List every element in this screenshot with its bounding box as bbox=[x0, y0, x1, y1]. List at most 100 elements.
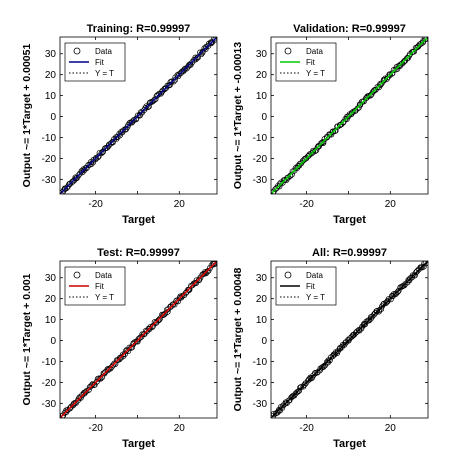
legend-data-marker bbox=[73, 271, 81, 279]
data-point bbox=[155, 317, 162, 324]
data-point bbox=[142, 104, 149, 111]
data-point bbox=[414, 268, 421, 275]
y-tick-label: 0 bbox=[50, 112, 56, 123]
data-point bbox=[356, 327, 363, 334]
legend-label-identity: Y = T bbox=[95, 69, 114, 78]
data-point bbox=[282, 399, 289, 406]
data-point bbox=[175, 298, 182, 305]
data-point bbox=[79, 169, 86, 176]
legend-data-marker bbox=[284, 47, 292, 55]
legend-label-data: Data bbox=[95, 271, 112, 280]
data-point bbox=[98, 150, 105, 157]
y-axis-label: Output ~= 1*Target + 0.00048 bbox=[232, 268, 244, 412]
data-point bbox=[205, 40, 212, 47]
data-point bbox=[208, 40, 215, 47]
data-point bbox=[112, 361, 119, 367]
data-point bbox=[97, 375, 104, 382]
plot-panel-4: -20 20 -30 -20 -10 0 10 20 30 All: R=0.99997 Targe… bbox=[232, 247, 429, 450]
data-point bbox=[173, 298, 180, 305]
data-point bbox=[295, 388, 302, 395]
legend: Data Fit Y = T bbox=[64, 266, 126, 306]
data-point bbox=[288, 394, 295, 401]
x-tick-label: -20 bbox=[299, 199, 314, 210]
data-point bbox=[101, 370, 108, 377]
y-tick-label: 10 bbox=[256, 91, 268, 102]
data-point bbox=[154, 92, 161, 99]
data-point bbox=[77, 394, 84, 401]
data-point bbox=[372, 310, 379, 317]
data-points bbox=[271, 261, 428, 418]
data-point bbox=[345, 336, 351, 343]
data-point bbox=[171, 77, 178, 84]
data-point bbox=[287, 172, 294, 179]
data-point bbox=[118, 354, 125, 361]
data-point bbox=[366, 317, 373, 324]
y-tick-label: -30 bbox=[42, 175, 57, 186]
fit-line bbox=[60, 37, 217, 194]
data-point bbox=[401, 282, 408, 289]
data-point bbox=[145, 103, 152, 110]
legend-label-data: Data bbox=[95, 47, 112, 56]
data-point bbox=[316, 143, 322, 150]
y-tick-label: 30 bbox=[45, 49, 57, 60]
y-tick-label: -20 bbox=[42, 154, 57, 165]
data-point bbox=[78, 168, 85, 175]
y-tick-label: -20 bbox=[253, 378, 268, 389]
legend-label-data: Data bbox=[306, 47, 323, 56]
y-tick-label: 30 bbox=[256, 49, 268, 60]
data-point bbox=[385, 296, 392, 303]
y-tick-label: 0 bbox=[261, 112, 267, 123]
y-tick-label: -30 bbox=[42, 399, 57, 410]
data-point bbox=[139, 331, 146, 338]
data-point bbox=[383, 299, 390, 306]
data-point bbox=[355, 104, 362, 111]
plot-title: Training: R=0.99997 bbox=[87, 23, 191, 35]
data-point bbox=[186, 286, 193, 293]
data-point bbox=[95, 375, 102, 382]
y-axis-label: Output ~= 1*Target + -0.00013 bbox=[232, 42, 244, 189]
data-point bbox=[314, 144, 321, 151]
y-tick-label: 20 bbox=[256, 70, 268, 81]
axes-box bbox=[59, 36, 218, 195]
y-tick-label: 30 bbox=[256, 273, 268, 284]
data-point bbox=[386, 71, 393, 78]
data-point bbox=[89, 382, 95, 388]
y-tick-label: 20 bbox=[45, 294, 57, 305]
data-point bbox=[420, 263, 427, 270]
data-point bbox=[166, 82, 173, 88]
data-point bbox=[360, 98, 367, 105]
data-point bbox=[122, 348, 129, 354]
plot-title: Validation: R=0.99997 bbox=[293, 23, 406, 35]
data-point bbox=[363, 94, 370, 101]
y-tick-label: 10 bbox=[45, 91, 57, 102]
legend-label-identity: Y = T bbox=[306, 293, 325, 302]
y-tick-label: -10 bbox=[253, 357, 268, 368]
data-point bbox=[128, 344, 135, 351]
x-tick-label: -20 bbox=[88, 423, 103, 434]
x-tick-label: 20 bbox=[174, 423, 186, 434]
plot-panel-2: -20 20 -30 -20 -10 0 10 20 30 Validation: R=0.999… bbox=[232, 23, 429, 226]
data-point bbox=[197, 49, 204, 56]
data-point bbox=[395, 287, 402, 294]
data-point bbox=[298, 384, 305, 391]
data-point bbox=[193, 277, 200, 284]
data-point bbox=[389, 70, 396, 77]
data-point bbox=[416, 41, 423, 48]
data-point bbox=[335, 347, 341, 354]
data-point bbox=[276, 183, 283, 190]
y-tick-label: -30 bbox=[253, 399, 268, 410]
legend-label-fit: Fit bbox=[306, 282, 316, 291]
x-axis-label: Target bbox=[333, 214, 366, 226]
x-tick-label: 20 bbox=[385, 199, 397, 210]
fit-line bbox=[60, 261, 217, 418]
data-point bbox=[159, 311, 166, 318]
y-tick-label: -20 bbox=[42, 378, 57, 389]
data-point bbox=[323, 359, 330, 366]
data-point bbox=[157, 315, 164, 322]
y-tick-label: 20 bbox=[45, 70, 57, 81]
data-point bbox=[326, 357, 333, 364]
data-point bbox=[156, 316, 163, 323]
legend: Data Fit Y = T bbox=[64, 42, 126, 82]
data-point bbox=[147, 323, 154, 330]
